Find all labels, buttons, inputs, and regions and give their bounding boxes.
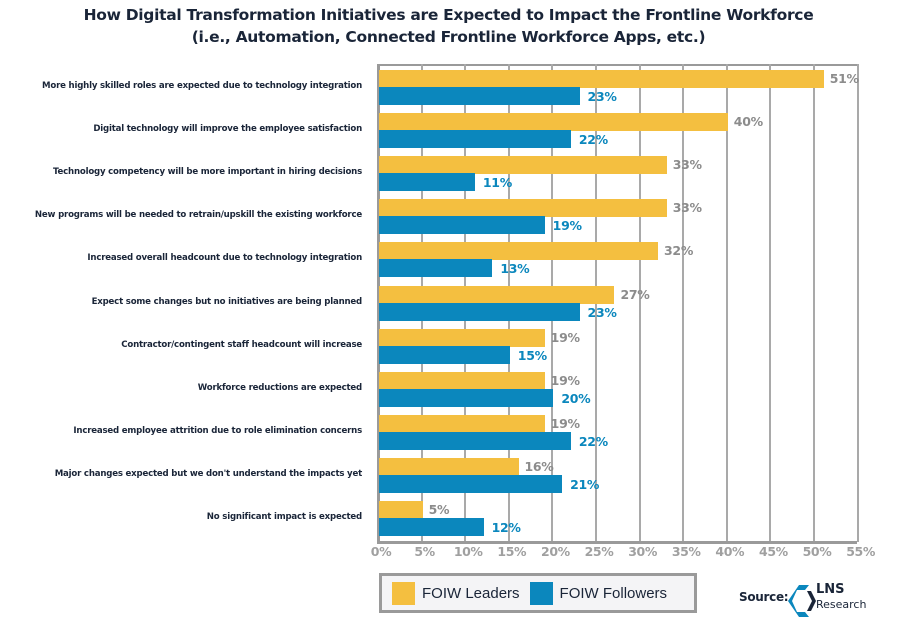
- x-tick-label: 20%: [541, 544, 570, 559]
- chart-title: How Digital Transformation Initiatives a…: [0, 4, 897, 48]
- value-label-leaders: 33%: [672, 157, 702, 173]
- x-tick-label: 40%: [715, 544, 745, 559]
- value-label-leaders: 16%: [524, 458, 554, 474]
- bar-followers: [379, 345, 510, 364]
- chart-title-line2: (i.e., Automation, Connected Frontline W…: [191, 28, 706, 46]
- legend-label-followers: FOIW Followers: [559, 584, 668, 602]
- value-label-followers: 22%: [578, 433, 608, 449]
- category-label: No significant impact is expected: [206, 512, 362, 522]
- x-axis-line: [377, 541, 857, 544]
- bar-followers: [379, 259, 493, 278]
- value-label-followers: 23%: [587, 304, 617, 320]
- bar-leaders: [379, 113, 728, 132]
- gridline: [682, 64, 685, 542]
- bar-leaders: [379, 328, 545, 347]
- bar-followers: [379, 388, 554, 407]
- x-tick-label: 50%: [802, 544, 832, 559]
- value-label-followers: 13%: [500, 261, 530, 277]
- x-tick-label: 35%: [671, 544, 701, 559]
- value-label-followers: 20%: [561, 390, 591, 406]
- category-label: New programs will be needed to retrain/u…: [34, 210, 362, 221]
- gridline: [638, 64, 641, 542]
- value-label-followers: 15%: [517, 347, 547, 363]
- category-label: Technology competency will be more impor…: [52, 167, 362, 178]
- x-tick-label: 10%: [453, 544, 483, 559]
- x-tick-label: 45%: [759, 544, 788, 559]
- bar-leaders: [379, 285, 615, 304]
- gridline: [769, 64, 772, 542]
- value-label-leaders: 5%: [428, 502, 450, 517]
- legend-swatch-followers: [529, 581, 553, 605]
- bar-followers: [379, 216, 545, 235]
- x-tick-label: 5%: [414, 544, 435, 559]
- y-axis-line: [377, 64, 380, 544]
- value-label-leaders: 32%: [664, 243, 694, 259]
- value-label-followers: 23%: [587, 89, 617, 104]
- gridline: [725, 64, 728, 542]
- value-label-leaders: 33%: [672, 200, 702, 216]
- plot-area: 51% 23% 40% 22% 33% 11% 33% 19% 32% 13% 27% 23% 19% 1…: [377, 64, 859, 544]
- value-label-followers: 22%: [578, 132, 608, 148]
- value-label-leaders: 19%: [550, 372, 580, 388]
- chart-title-line1: How Digital Transformation Initiatives a…: [83, 6, 814, 24]
- value-label-followers: 11%: [482, 175, 512, 191]
- bar-followers: [379, 302, 580, 321]
- gridline: [813, 64, 815, 542]
- bar-leaders: [379, 457, 519, 476]
- bar-leaders: [379, 70, 824, 88]
- lns-logo-icon: [788, 585, 816, 617]
- bar-followers: [379, 474, 563, 493]
- bar-leaders: [379, 242, 659, 261]
- legend-swatch-leaders: [392, 581, 415, 605]
- category-label: Expect some changes but no initiatives a…: [91, 296, 363, 307]
- plot-top-border: [377, 64, 857, 66]
- bar-leaders: [379, 156, 667, 175]
- category-label: Workforce reductions are expected: [197, 382, 362, 393]
- value-label-leaders: 19%: [550, 329, 580, 345]
- legend-label-leaders: FOIW Leaders: [422, 584, 520, 602]
- value-label-followers: 19%: [552, 218, 582, 234]
- logo-text-lns: LNS: [816, 582, 845, 597]
- x-tick-label: 25%: [584, 544, 614, 559]
- bar-followers: [379, 130, 571, 149]
- bar-leaders: [379, 371, 545, 390]
- x-tick-label: 0%: [370, 544, 392, 559]
- bar-followers: [379, 87, 580, 105]
- x-tick-label: 15%: [497, 544, 527, 559]
- bar-followers: [379, 173, 475, 192]
- category-label: Major changes expected but we don't unde…: [54, 468, 362, 479]
- value-label-leaders: 19%: [550, 415, 580, 431]
- bar-followers: [379, 518, 484, 536]
- x-tick-label: 55%: [846, 544, 875, 559]
- bar-followers: [379, 431, 571, 450]
- value-label-leaders: 40%: [733, 114, 763, 130]
- value-label-leaders: 27%: [620, 286, 650, 302]
- category-label: Digital technology will improve the empl…: [93, 124, 362, 135]
- bar-leaders: [379, 414, 545, 433]
- category-label: Contractor/contingent staff headcount wi…: [121, 339, 362, 350]
- value-label-leaders: 51%: [829, 71, 859, 86]
- bar-leaders: [379, 199, 667, 218]
- value-label-followers: 12%: [491, 520, 521, 535]
- source-label: Source:: [739, 590, 789, 604]
- logo-text-research: Research: [816, 598, 867, 611]
- legend: FOIW Leaders FOIW Followers: [379, 573, 697, 613]
- category-label: Increased overall headcount due to techn…: [87, 253, 362, 264]
- category-label: Increased employee attrition due to role…: [73, 425, 362, 436]
- gridline: [856, 64, 859, 542]
- x-tick-label: 30%: [628, 544, 657, 559]
- category-label: More highly skilled roles are expected d…: [42, 81, 362, 91]
- value-label-followers: 21%: [570, 476, 600, 492]
- bar-leaders: [379, 501, 423, 519]
